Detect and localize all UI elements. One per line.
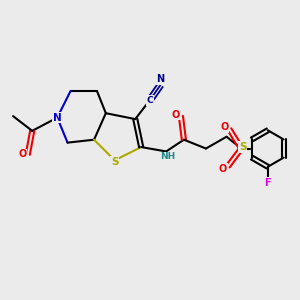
Text: S: S [239, 142, 247, 152]
Text: O: O [18, 149, 27, 159]
Text: F: F [265, 178, 271, 188]
Text: N: N [156, 74, 164, 84]
Text: NH: NH [160, 152, 175, 161]
Text: S: S [111, 157, 118, 167]
Text: C: C [147, 96, 153, 105]
Text: O: O [219, 164, 227, 173]
Text: N: N [53, 112, 62, 123]
Text: O: O [172, 110, 180, 120]
Text: O: O [220, 122, 228, 132]
